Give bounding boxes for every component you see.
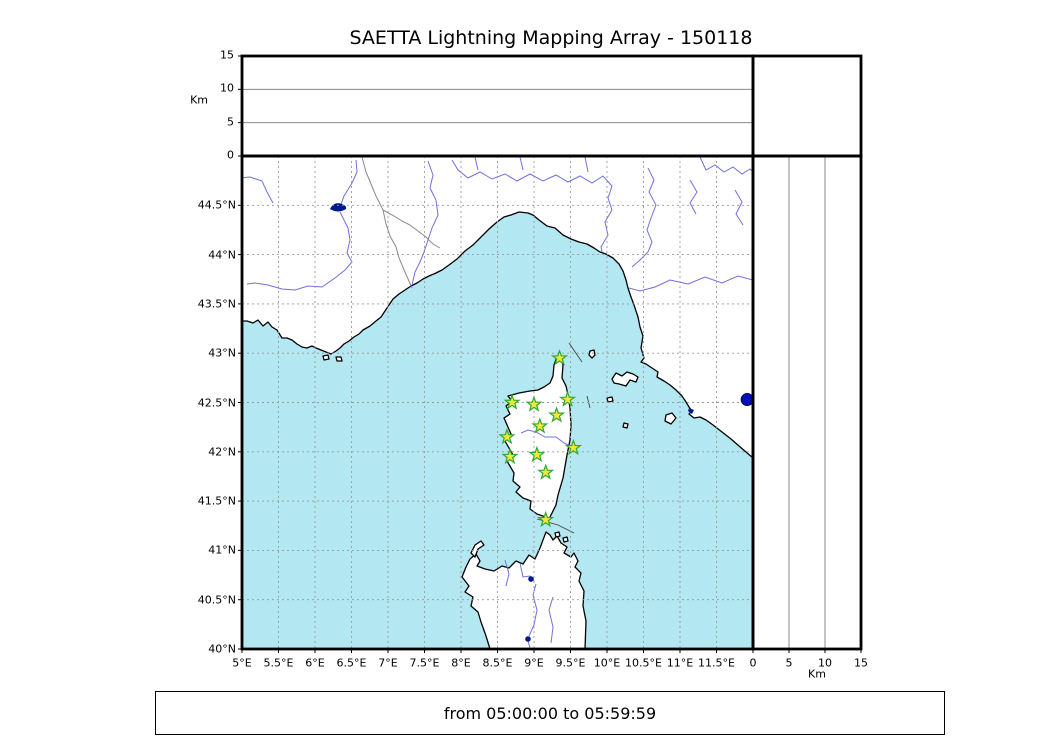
alt-tick-label-right: 5 [785, 656, 793, 670]
alt-tick-label-left: 5 [227, 115, 234, 129]
station-marker [525, 395, 543, 412]
lon-tick-label: 8.5°E [482, 656, 513, 670]
elba-island [611, 371, 639, 387]
alt-lon-panel-gridlines [242, 88, 753, 124]
mainland-coastline [242, 156, 753, 459]
lat-tick-label: 44°N [208, 248, 236, 262]
lightning-source-dots [740, 393, 753, 407]
lightning-source-dot [740, 393, 753, 407]
station-marker [498, 427, 516, 445]
lon-tick-label: 9.5°E [555, 656, 586, 670]
station-marker [503, 393, 521, 410]
lat-tick-label: 41.5°N [197, 494, 236, 508]
station-marker [548, 406, 566, 423]
hyeres-islands [322, 354, 343, 362]
alt-lon-panel-frame [240, 54, 755, 158]
lon-tick-label: 10°E [593, 656, 621, 670]
lon-tick-label: 8°E [451, 656, 471, 670]
alt-lat-panel-frame [751, 154, 863, 651]
lat-tick-label: 43.5°N [197, 297, 236, 311]
asinara-island [470, 540, 485, 558]
lon-tick-label: 7°E [378, 656, 398, 670]
lon-tick-label: 7.5°E [409, 656, 440, 670]
lon-tick-label: 11°E [666, 656, 694, 670]
station-marker [501, 447, 519, 465]
map-panel [242, 156, 753, 649]
panel-frames [240, 54, 863, 651]
giglio-island [664, 412, 677, 425]
station-markers [498, 349, 583, 528]
sardinia-coastline [461, 531, 587, 649]
montecristo-island [622, 422, 629, 429]
lon-tick-label: 6.5°E [336, 656, 367, 670]
alt-tick-label-left: 15 [220, 48, 234, 62]
alt-tick-label-right: 15 [854, 656, 868, 670]
lon-tick-label: 9°E [524, 656, 544, 670]
capraia-island [588, 349, 596, 359]
lat-tick-label: 42.5°N [197, 396, 236, 409]
lon-tick-label: 11.5°E [698, 656, 735, 670]
station-marker [531, 417, 549, 434]
time-range-box: from 05:00:00 to 05:59:59 [155, 691, 945, 735]
figure-title: SAETTA Lightning Mapping Array - 150118 [349, 27, 753, 49]
lat-tick-label: 43°N [208, 346, 236, 360]
lon-tick-label: 6°E [305, 656, 325, 670]
lat-tick-label: 40.5°N [197, 593, 236, 607]
station-marker [537, 510, 555, 528]
lon-tick-label: 10.5°E [625, 656, 662, 670]
alt-tick-label-left: 0 [227, 148, 234, 162]
lon-tick-label: 5°E [232, 656, 252, 670]
time-range-text: from 05:00:00 to 05:59:59 [443, 703, 657, 723]
station-marker [550, 349, 569, 366]
lat-tick-label: 41°N [208, 543, 236, 557]
histogram-panel-frame [751, 54, 863, 158]
alt-lat-panel-gridlines [788, 156, 826, 649]
pianosa-island [606, 396, 614, 403]
lat-tick-label: 44.5°N [197, 198, 236, 212]
lon-tick-label: 5.5°E [263, 656, 294, 670]
station-marker [537, 463, 555, 480]
station-marker [564, 438, 583, 456]
station-marker [558, 390, 577, 407]
maddalena-islands [554, 531, 569, 543]
alt-axis-km-label-right: Km [808, 667, 826, 681]
country-borders [361, 156, 441, 289]
lat-tick-label: 42°N [208, 445, 236, 459]
station-marker [528, 445, 546, 463]
alt-axis-km-label-top: Km [190, 93, 208, 107]
lat-tick-label: 40°N [208, 642, 236, 656]
alt-tick-label-right: 10 [818, 656, 832, 670]
alt-tick-label-left: 10 [220, 81, 234, 95]
alt-tick-label-right: 0 [749, 656, 757, 670]
